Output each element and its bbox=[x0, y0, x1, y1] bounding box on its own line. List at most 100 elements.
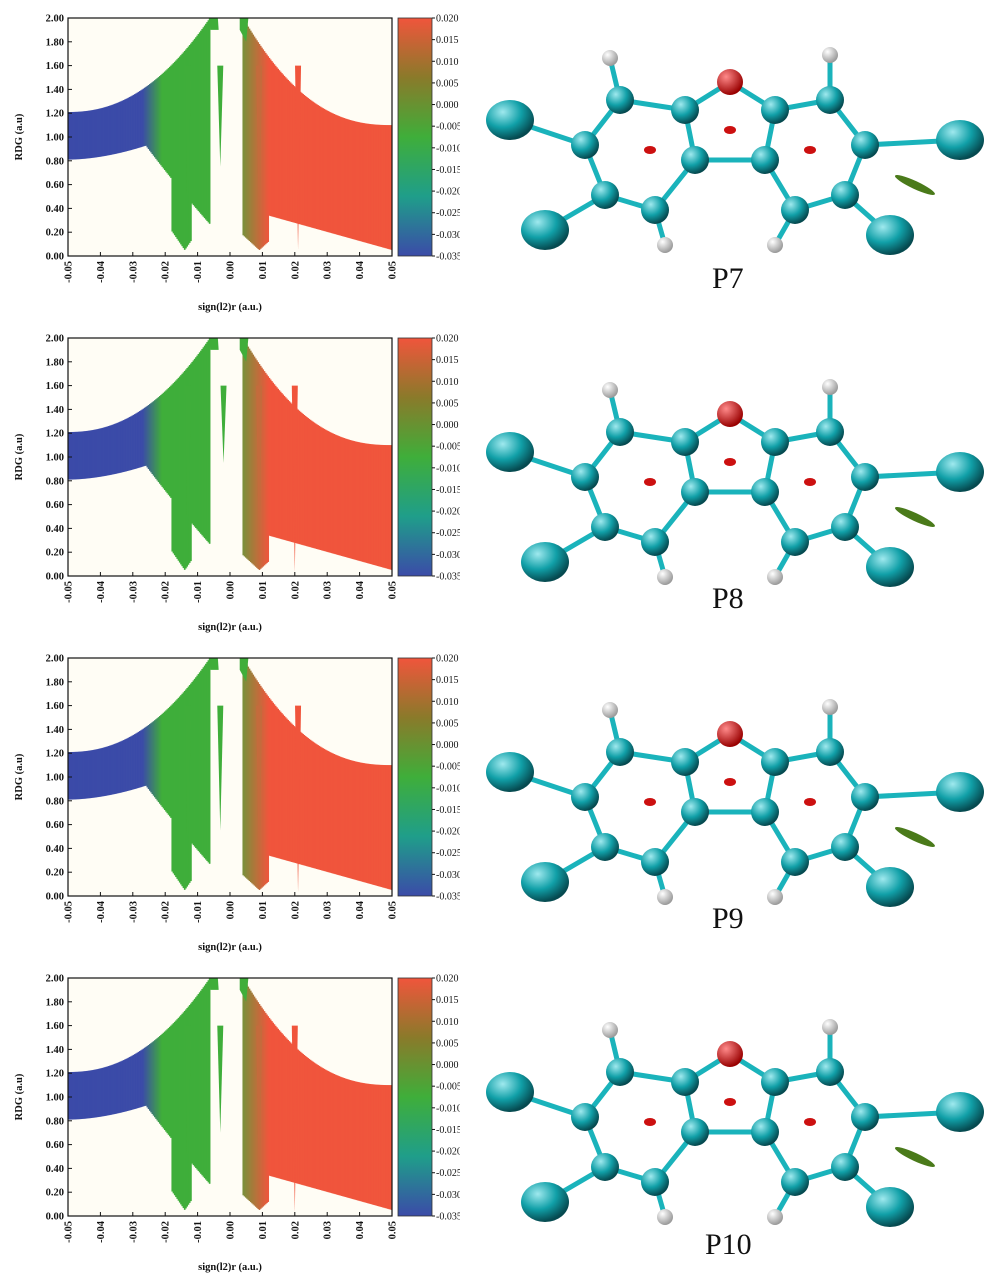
colorbar-tick-label: -0.010 bbox=[436, 1103, 460, 1114]
hydrogen-atom bbox=[602, 50, 618, 66]
colorbar-tick-label: -0.020 bbox=[436, 1147, 460, 1158]
x-tick-label: 0.02 bbox=[290, 261, 301, 279]
hydrogen-atom bbox=[657, 237, 673, 253]
carbon-atom bbox=[571, 1103, 599, 1131]
carbon-atom bbox=[681, 798, 709, 826]
x-tick-label: 0.04 bbox=[355, 580, 366, 599]
carbon-atom bbox=[571, 463, 599, 491]
chlorine-atom bbox=[486, 1072, 534, 1112]
carbon-atom bbox=[831, 513, 859, 541]
chlorine-atom bbox=[936, 452, 984, 492]
colorbar-tick-label: -0.025 bbox=[436, 848, 460, 859]
carbon-atom bbox=[591, 1153, 619, 1181]
molecule-structure bbox=[486, 1019, 984, 1227]
y-tick-label: 1.80 bbox=[46, 357, 64, 368]
colorbar-tick-label: 0.005 bbox=[436, 398, 459, 409]
rdg-spike bbox=[184, 65, 191, 247]
colorbar-tick-label: 0.000 bbox=[436, 740, 459, 751]
colorbar-tick-label: -0.025 bbox=[436, 528, 460, 539]
nci-isosurface bbox=[644, 1118, 656, 1126]
x-tick-label: -0.05 bbox=[64, 581, 75, 603]
rdg-spike bbox=[184, 1025, 191, 1207]
chlorine-atom bbox=[936, 1092, 984, 1132]
carbon-atom bbox=[606, 738, 634, 766]
carbon-atom bbox=[681, 1118, 709, 1146]
rdg-spike bbox=[256, 65, 263, 245]
y-tick-label: 2.00 bbox=[46, 334, 64, 345]
molecule-label: P7 bbox=[712, 262, 744, 295]
molecule-structure bbox=[486, 379, 984, 587]
colorbar-tick-label: 0.000 bbox=[436, 1060, 459, 1071]
y-axis-label: RDG (a.u) bbox=[14, 1073, 25, 1120]
carbon-atom bbox=[816, 86, 844, 114]
carbon-atom bbox=[681, 146, 709, 174]
carbon-atom bbox=[831, 181, 859, 209]
colorbar-tick-label: 0.020 bbox=[436, 654, 459, 665]
x-tick-label: -0.03 bbox=[128, 581, 139, 603]
colorbar-tick-label: -0.005 bbox=[436, 1082, 460, 1093]
y-tick-label: 0.40 bbox=[46, 204, 64, 215]
y-tick-label: 1.80 bbox=[46, 37, 64, 48]
x-tick-label: -0.04 bbox=[96, 580, 107, 603]
y-tick-label: 1.40 bbox=[46, 405, 64, 416]
rdg-scatter-plot: 0.00 0.20 0.40 0.60 0.80 1.00 1.20 1.40 1.60 1.80… bbox=[14, 654, 460, 954]
colorbar-tick-label: -0.005 bbox=[436, 122, 460, 133]
rdg-spike bbox=[256, 1025, 263, 1207]
hydrogen-atom bbox=[767, 889, 783, 905]
y-tick-label: 1.40 bbox=[46, 1045, 64, 1056]
x-axis-label: sign(l2)r (a.u.) bbox=[198, 622, 262, 633]
carbon-atom bbox=[781, 1168, 809, 1196]
x-tick-label: 0.00 bbox=[226, 581, 237, 599]
hydrogen-atom bbox=[822, 699, 838, 715]
y-tick-label: 0.40 bbox=[46, 1164, 64, 1175]
carbon-atom bbox=[851, 783, 879, 811]
carbon-atom bbox=[606, 86, 634, 114]
chlorine-atom bbox=[521, 1182, 569, 1222]
carbon-atom bbox=[606, 1058, 634, 1086]
colorbar-tick-label: 0.000 bbox=[436, 420, 459, 431]
x-tick-label: -0.02 bbox=[161, 261, 172, 283]
y-tick-label: 0.60 bbox=[46, 820, 64, 831]
carbon-atom bbox=[591, 833, 619, 861]
x-tick-label: -0.04 bbox=[96, 260, 107, 283]
carbon-atom bbox=[671, 96, 699, 124]
x-tick-label: -0.03 bbox=[128, 1221, 139, 1243]
x-tick-label: 0.05 bbox=[388, 901, 399, 919]
x-tick-label: -0.03 bbox=[128, 261, 139, 283]
colorbar-tick-label: 0.010 bbox=[436, 57, 459, 68]
x-tick-label: -0.01 bbox=[193, 901, 204, 923]
y-axis-label: RDG (a.u) bbox=[14, 433, 25, 480]
molecule-structure bbox=[486, 47, 984, 255]
colorbar-tick-label: -0.015 bbox=[436, 165, 460, 176]
x-tick-label: 0.02 bbox=[290, 581, 301, 599]
carbon-atom bbox=[781, 528, 809, 556]
nci-isosurface bbox=[644, 146, 656, 154]
carbon-atom bbox=[751, 146, 779, 174]
x-tick-label: 0.00 bbox=[226, 901, 237, 919]
carbon-atom bbox=[681, 478, 709, 506]
nci-isosurface bbox=[724, 126, 736, 134]
rdg-scatter-plot: 0.00 0.20 0.40 0.60 0.80 1.00 1.20 1.40 1.60 1.80… bbox=[14, 14, 460, 314]
colorbar-tick-label: 0.015 bbox=[436, 355, 459, 366]
colorbar bbox=[397, 657, 433, 897]
x-tick-label: 0.00 bbox=[226, 261, 237, 279]
carbon-atom bbox=[751, 1118, 779, 1146]
x-tick-label: 0.01 bbox=[258, 581, 269, 599]
chlorine-atom bbox=[486, 432, 534, 472]
colorbar-tick-label: -0.035 bbox=[436, 252, 460, 263]
colorbar-tick-label: -0.025 bbox=[436, 1168, 460, 1179]
y-tick-label: 0.40 bbox=[46, 524, 64, 535]
colorbar-tick-label: 0.010 bbox=[436, 697, 459, 708]
y-tick-label: 1.00 bbox=[46, 453, 64, 464]
colorbar-tick-label: 0.015 bbox=[436, 35, 459, 46]
colorbar-tick-label: -0.035 bbox=[436, 572, 460, 583]
y-tick-label: 0.60 bbox=[46, 1140, 64, 1151]
colorbar-tick-label: 0.015 bbox=[436, 675, 459, 686]
colorbar-tick-label: -0.015 bbox=[436, 805, 460, 816]
hydrogen-atom bbox=[657, 1209, 673, 1225]
chlorine-atom bbox=[521, 862, 569, 902]
x-tick-label: 0.05 bbox=[388, 1221, 399, 1239]
y-tick-label: 1.00 bbox=[46, 133, 64, 144]
hydrogen-atom bbox=[657, 569, 673, 585]
colorbar-tick-label: -0.020 bbox=[436, 187, 460, 198]
